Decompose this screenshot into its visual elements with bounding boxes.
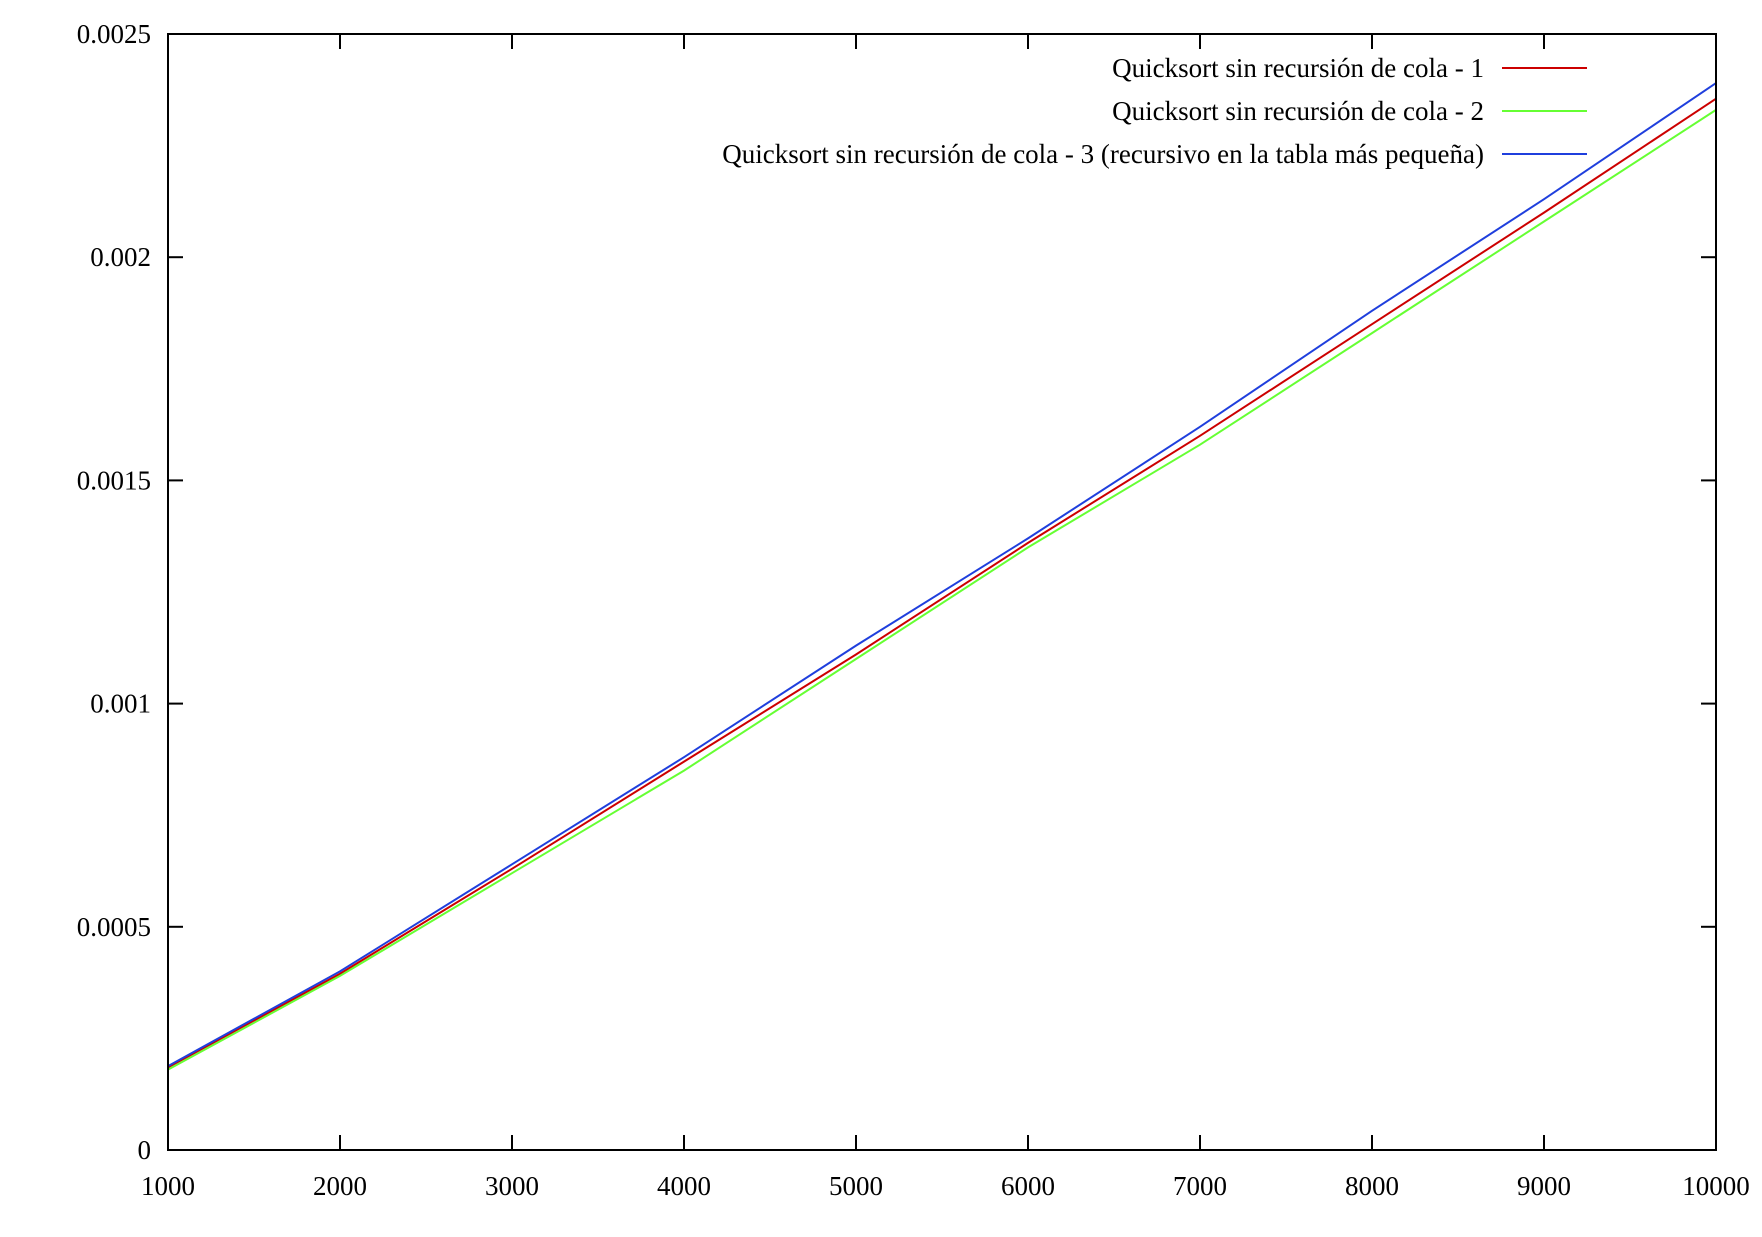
x-tick-label: 2000 xyxy=(313,1171,367,1201)
x-tick-label: 3000 xyxy=(485,1171,539,1201)
x-tick-label: 5000 xyxy=(829,1171,883,1201)
y-tick-label: 0.001 xyxy=(90,689,151,719)
legend-label-3: Quicksort sin recursión de cola - 3 (rec… xyxy=(722,139,1484,169)
series-line-2 xyxy=(167,109,1717,1071)
x-tick-label: 8000 xyxy=(1345,1171,1399,1201)
y-tick-label: 0.0015 xyxy=(77,465,151,495)
y-tick-label: 0.002 xyxy=(90,242,151,272)
legend-label-2: Quicksort sin recursión de cola - 2 xyxy=(1112,96,1484,126)
legend-label-1: Quicksort sin recursión de cola - 1 xyxy=(1112,53,1484,83)
x-axis-tick-labels: 1000 2000 3000 4000 5000 6000 7000 8000 9000 1000… xyxy=(141,1171,1750,1201)
y-tick-label: 0.0025 xyxy=(77,19,151,49)
plot-frame xyxy=(167,33,1717,1151)
x-tick-label: 1000 xyxy=(141,1171,195,1201)
y-axis-tick-labels: 0 0.0005 0.001 0.0015 0.002 0.0025 xyxy=(77,19,151,1165)
series-line-3 xyxy=(167,82,1717,1067)
y-tick-label: 0.0005 xyxy=(77,912,151,942)
x-tick-label: 10000 xyxy=(1682,1171,1750,1201)
x-tick-label: 6000 xyxy=(1001,1171,1055,1201)
series-line-1 xyxy=(167,97,1717,1069)
series-lines xyxy=(167,82,1717,1071)
y-tick-label: 0 xyxy=(138,1135,152,1165)
legend: Quicksort sin recursión de cola - 1 Quick… xyxy=(722,53,1587,169)
x-tick-label: 4000 xyxy=(657,1171,711,1201)
axis-ticks xyxy=(167,33,1717,1151)
x-tick-label: 7000 xyxy=(1173,1171,1227,1201)
x-tick-label: 9000 xyxy=(1517,1171,1571,1201)
